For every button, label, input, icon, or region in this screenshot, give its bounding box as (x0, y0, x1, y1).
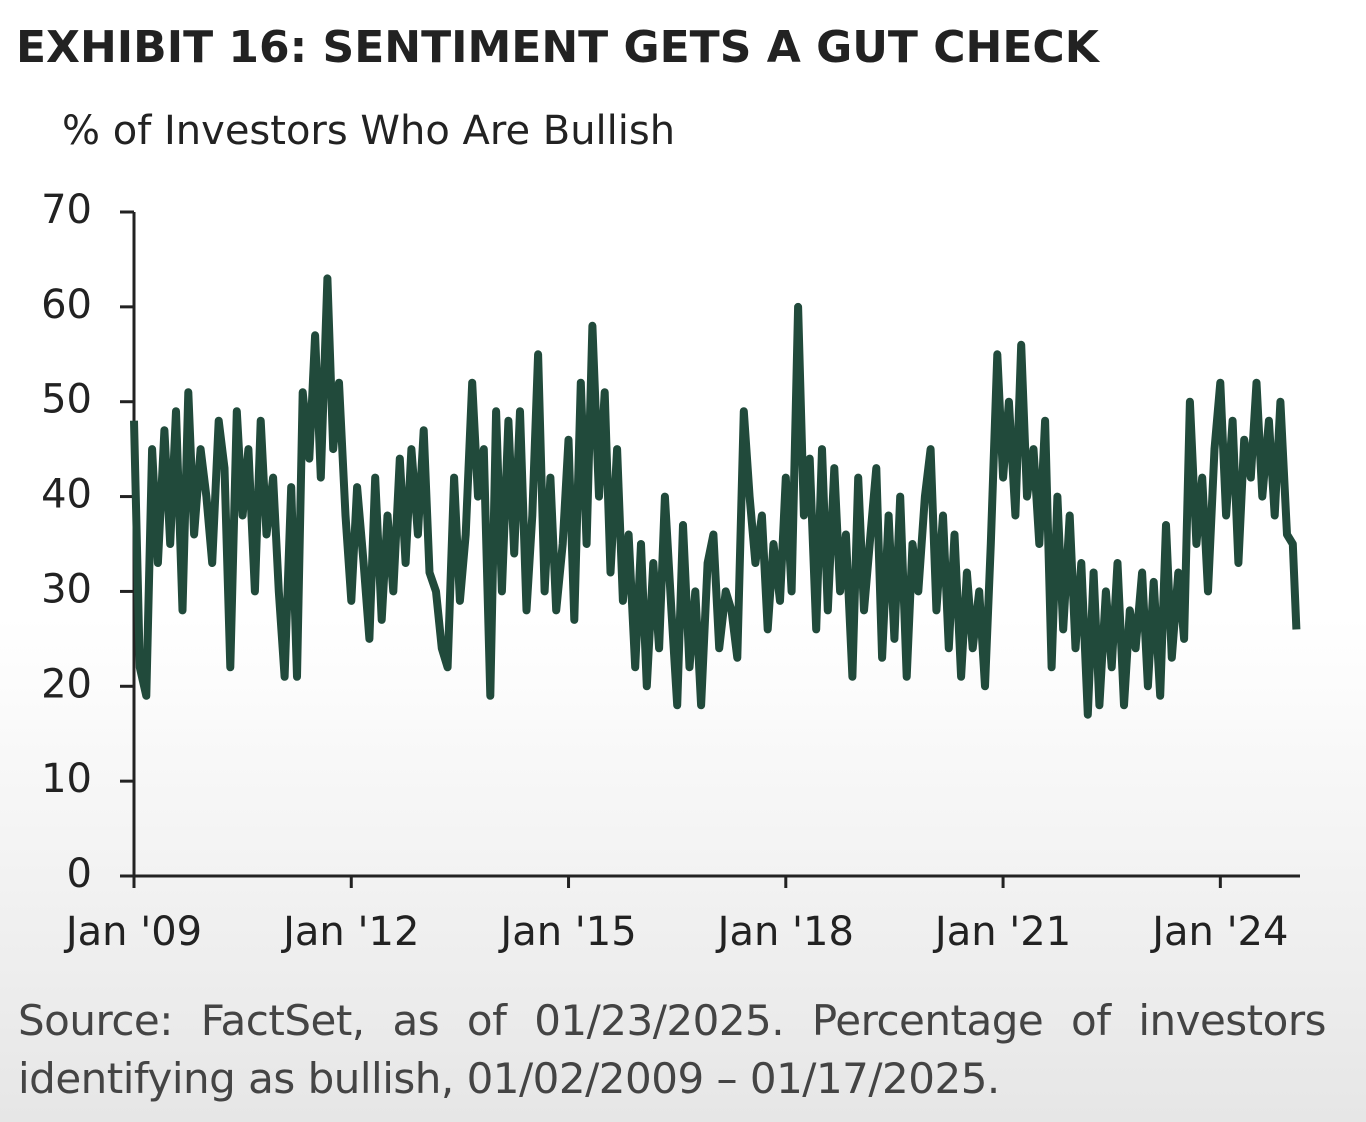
x-tick-label: Jan '09 (63, 909, 202, 955)
y-tick-label: 30 (41, 566, 92, 612)
x-tick-label: Jan '12 (280, 909, 419, 955)
x-tick-label: Jan '18 (715, 909, 854, 955)
y-tick-label: 0 (67, 851, 92, 897)
data-line (130, 274, 1301, 719)
y-tick-label: 10 (41, 756, 92, 802)
x-tick-label: Jan '24 (1149, 909, 1288, 955)
y-tick-label: 50 (41, 377, 92, 423)
y-tick-label: 60 (41, 282, 92, 328)
y-tick-label: 40 (41, 472, 92, 518)
y-axis-label: % of Investors Who Are Bullish (62, 108, 675, 154)
chart: EXHIBIT 16: SENTIMENT GETS A GUT CHECK %… (16, 22, 1301, 955)
chart-title: EXHIBIT 16: SENTIMENT GETS A GUT CHECK (16, 22, 1101, 73)
source-note: Source: FactSet, as of 01/23/2025. Perce… (18, 996, 1327, 1103)
x-tick-label: Jan '21 (932, 909, 1071, 955)
y-tick-label: 20 (41, 661, 92, 707)
x-tick-label: Jan '15 (497, 909, 636, 955)
y-tick-label: 70 (41, 187, 92, 233)
